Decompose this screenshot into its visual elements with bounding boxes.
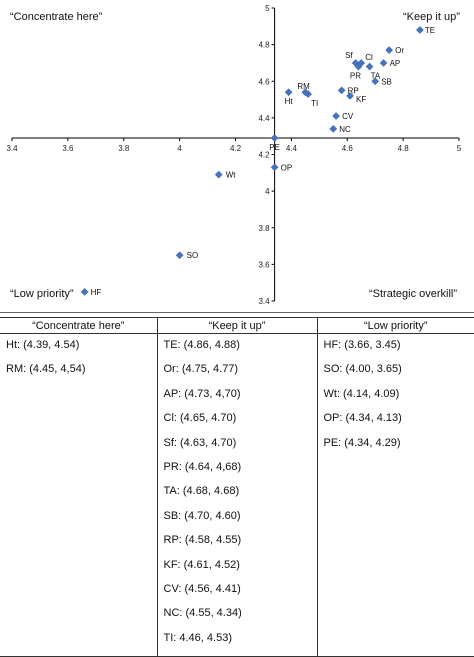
table-cell-entry: PR: (4.64, 4,68) (158, 456, 317, 480)
point-ht (285, 89, 292, 96)
quadrant-table: “Concentrate here” “Keep it up” “Low pri… (0, 317, 474, 657)
table-cell-entry: NC: (4.55, 4.34) (158, 602, 317, 626)
header-concentrate-here: “Concentrate here” (0, 318, 157, 334)
table-cell-entry: Or: (4.75, 4.77) (158, 358, 317, 382)
point-label-sb: SB (381, 77, 392, 86)
point-label-nc: NC (339, 125, 351, 134)
x-tick-label: 4.8 (398, 144, 410, 153)
point-label-kf: KF (356, 95, 366, 104)
point-label-pe: PE (269, 143, 280, 152)
table-cell-entry: SB: (4.70, 4.60) (158, 505, 317, 529)
table-cell-entry: KF: (4.61, 4.52) (158, 554, 317, 578)
x-tick-label: 4.2 (230, 144, 242, 153)
table-cell-entry: Wt: (4.14, 4.09) (318, 383, 474, 407)
table-cell-entry: HF: (3.66, 3.45) (318, 334, 474, 358)
point-or (386, 47, 393, 54)
point-ap (380, 59, 387, 66)
point-label-so: SO (187, 251, 199, 260)
column-keep-it-up: TE: (4.86, 4.88)Or: (4.75, 4.77)AP: (4.7… (157, 334, 317, 657)
point-label-wt: Wt (226, 171, 237, 180)
x-tick-label: 3.4 (6, 144, 18, 153)
point-label-cv: CV (342, 112, 354, 121)
point-label-op: OP (281, 163, 293, 172)
header-low-priority: “Low priority” (317, 318, 474, 334)
point-ta (366, 63, 373, 70)
table-cell-entry: OP: (4.34, 4.13) (318, 407, 474, 431)
point-label-cl: Cl (365, 53, 373, 62)
x-tick-label: 4.4 (286, 144, 298, 153)
point-label-pr: PR (350, 72, 361, 81)
point-hf (81, 288, 88, 295)
y-tick-label: 4.4 (258, 114, 270, 123)
y-tick-label: 3.6 (258, 260, 270, 269)
x-tick-label: 4.6 (342, 144, 354, 153)
point-rp (338, 87, 345, 94)
table-cell-entry: TA: (4.68, 4.68) (158, 480, 317, 504)
column-low-priority: HF: (3.66, 3.45)SO: (4.00, 3.65)Wt: (4.1… (317, 334, 474, 657)
point-cv (332, 112, 339, 119)
y-tick-label: 3.8 (258, 224, 270, 233)
table-cell-entry: TE: (4.86, 4.88) (158, 334, 317, 358)
x-tick-label: 3.8 (118, 144, 130, 153)
axes (12, 8, 459, 301)
quadrant-label-keep-it-up: “Keep it up” (403, 11, 460, 23)
table-header-row: “Concentrate here” “Keep it up” “Low pri… (0, 318, 474, 334)
table-cell-entry: PE: (4.34, 4.29) (318, 432, 474, 456)
quadrant-label-strategic-overkill: “Strategic overkill” (369, 288, 457, 300)
x-tick-label: 3.6 (62, 144, 74, 153)
point-wt (215, 171, 222, 178)
x-tick-label: 5 (457, 144, 462, 153)
point-so (176, 252, 183, 259)
y-tick-label: 3.4 (258, 297, 270, 306)
point-op (271, 164, 278, 171)
y-tick-label: 5 (265, 4, 270, 13)
table-cell-entry: CV: (4.56, 4.41) (158, 578, 317, 602)
point-label-ap: AP (390, 59, 401, 68)
point-label-te: TE (425, 26, 435, 35)
table-cell-entry: AP: (4.73, 4,70) (158, 383, 317, 407)
chart-table-divider (0, 312, 474, 313)
point-label-ht: Ht (285, 97, 294, 106)
point-label-hf: HF (91, 288, 102, 297)
quadrant-label-concentrate-here: “Concentrate here” (10, 11, 103, 23)
point-label-ti: TI (311, 99, 318, 108)
y-tick-label: 4 (265, 187, 270, 196)
point-label-sf: Sf (345, 51, 353, 60)
point-label-rm: RM (297, 82, 310, 91)
y-tick-label: 4.6 (258, 77, 270, 86)
header-keep-it-up: “Keep it up” (157, 318, 317, 334)
table-row: Ht: (4.39, 4.54)RM: (4.45, 4,54) TE: (4.… (0, 334, 474, 657)
table-cell-entry: TI: 4.46, 4.53) (158, 627, 317, 651)
point-pe (271, 134, 278, 141)
point-te (416, 26, 423, 33)
column-concentrate-here: Ht: (4.39, 4.54)RM: (4.45, 4,54) (0, 334, 157, 657)
table-cell-entry: RM: (4.45, 4,54) (0, 358, 157, 382)
table-cell-entry: SO: (4.00, 3.65) (318, 358, 474, 382)
point-label-or: Or (395, 46, 404, 55)
table-cell-entry: Sf: (4.63, 4.70) (158, 432, 317, 456)
table-cell-entry: Ht: (4.39, 4.54) (0, 334, 157, 358)
table-cell-entry: Cl: (4.65, 4.70) (158, 407, 317, 431)
x-tick-label: 4 (177, 144, 182, 153)
quadrant-label-low-priority: “Low priority” (10, 288, 74, 300)
y-tick-label: 4.8 (258, 41, 270, 50)
table-cell-entry: RP: (4.58, 4.55) (158, 529, 317, 553)
point-nc (330, 125, 337, 132)
